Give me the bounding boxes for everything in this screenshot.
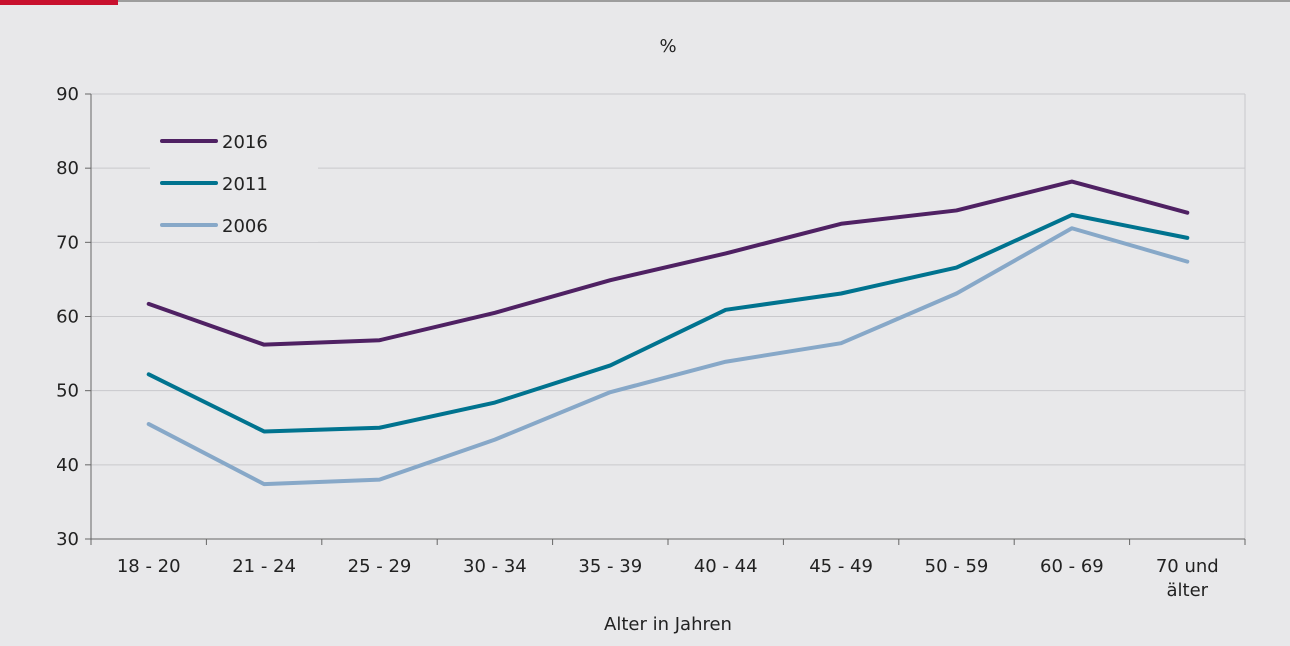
y-tick-label: 90 <box>56 84 79 105</box>
series-line-2016 <box>146 179 1190 347</box>
legend-label-2011: 2011 <box>222 174 268 195</box>
y-tick-label: 40 <box>56 455 79 476</box>
x-tick-label: 50 - 59 <box>925 556 989 577</box>
y-tick-label: 80 <box>56 158 79 179</box>
legend[interactable]: 2016 2011 2006 <box>150 118 318 242</box>
y-tick-label: 30 <box>56 529 79 550</box>
x-tick-label: 35 - 39 <box>578 556 642 577</box>
series-lines <box>146 179 1190 487</box>
legend-label-2016: 2016 <box>222 132 268 153</box>
x-tick-label: 30 - 34 <box>463 556 527 577</box>
chart-title: % <box>659 36 676 57</box>
y-tick-label: 50 <box>56 381 79 402</box>
x-axis-ticks: 18 - 20 21 - 24 25 - 29 30 - 34 35 - 39 40 - … <box>90 539 1246 601</box>
y-tick-label: 70 <box>56 232 79 253</box>
x-tick-label: 40 - 44 <box>694 556 758 577</box>
series-line-2006 <box>146 226 1190 487</box>
x-tick-label: 21 - 24 <box>232 556 296 577</box>
y-axis-ticks: 30 40 50 60 70 80 90 <box>56 84 91 550</box>
x-tick-label: 18 - 20 <box>117 556 181 577</box>
gridlines <box>91 93 1245 466</box>
x-tick-label: 45 - 49 <box>809 556 873 577</box>
legend-label-2006: 2006 <box>222 216 268 237</box>
x-tick-label: 60 - 69 <box>1040 556 1104 577</box>
x-axis-title: Alter in Jahren <box>604 614 732 635</box>
top-rule <box>0 0 1290 2</box>
y-tick-label: 60 <box>56 307 79 328</box>
x-tick-label: 25 - 29 <box>348 556 412 577</box>
x-tick-label: 70 und älter <box>1156 556 1219 601</box>
accent-bar <box>0 0 118 5</box>
series-line-2011 <box>146 212 1190 434</box>
legend-background <box>150 118 318 242</box>
